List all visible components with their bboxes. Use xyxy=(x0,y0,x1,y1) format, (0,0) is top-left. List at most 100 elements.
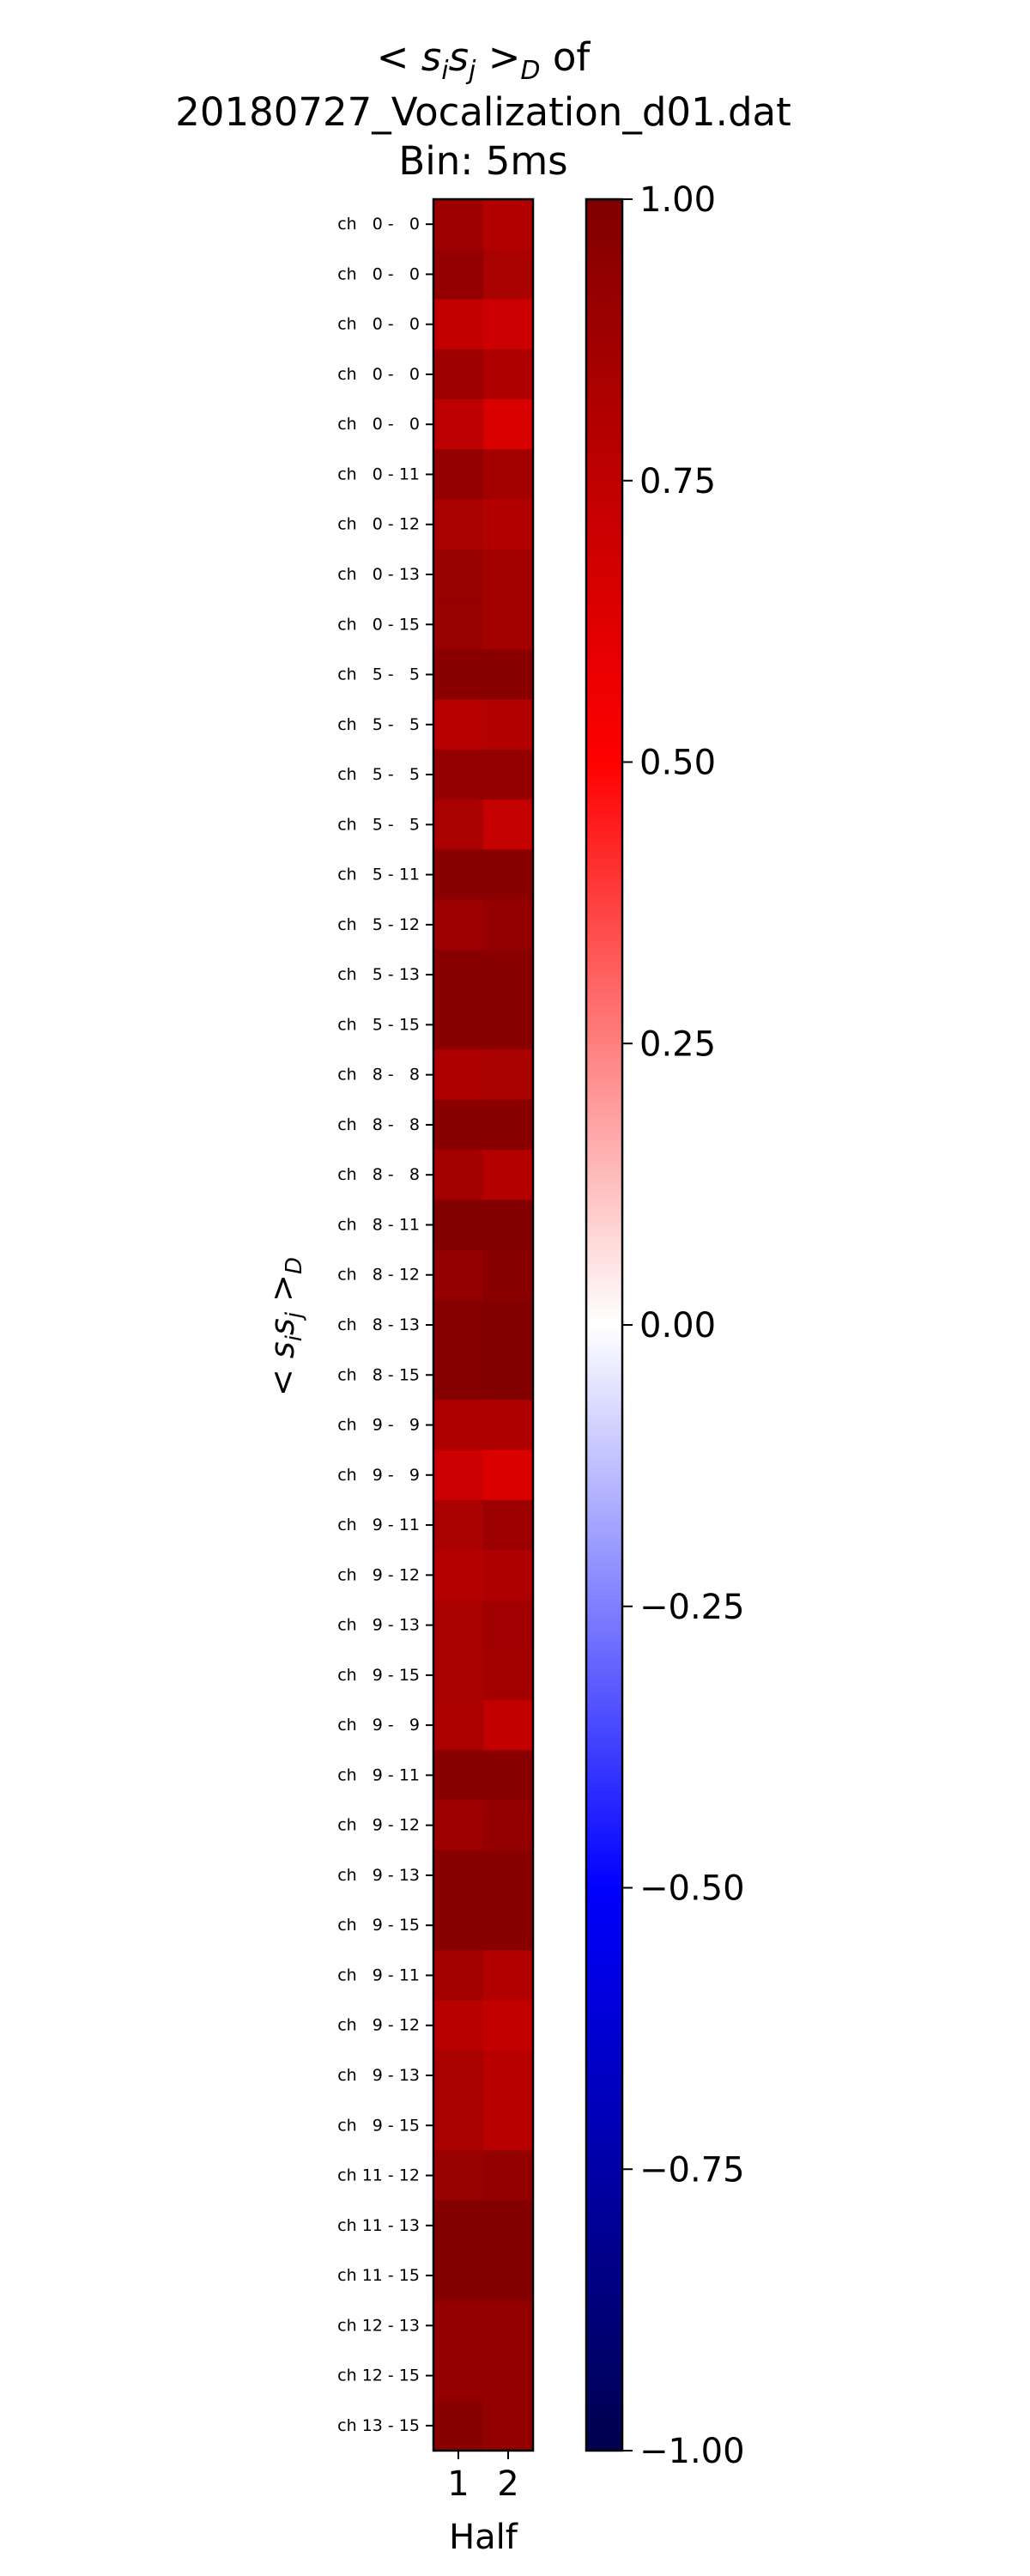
y-tick-label: ch 8 - 12 xyxy=(337,1266,420,1285)
y-axis-label: < sisj >D xyxy=(264,1257,307,1396)
heatmap-cell xyxy=(433,499,484,550)
colorbar-tick-label: 0.50 xyxy=(639,744,716,783)
heatmap-cell xyxy=(433,1049,484,1101)
y-tick-label: ch 0 - 13 xyxy=(337,565,420,584)
heatmap-cell xyxy=(433,1850,484,1901)
colorbar-tick-label: −0.50 xyxy=(639,1869,745,1909)
y-tick-label: ch 9 - 12 xyxy=(337,1816,420,1835)
y-tick-label: ch 5 - 11 xyxy=(337,866,420,884)
heatmap-cell xyxy=(483,2400,534,2451)
heatmap-cell xyxy=(483,2100,534,2151)
y-tick-label: ch 5 - 13 xyxy=(337,965,420,984)
heatmap-cell xyxy=(483,599,534,650)
heatmap-cell xyxy=(483,899,534,951)
heatmap-cell xyxy=(483,1800,534,1851)
heatmap-cell xyxy=(433,849,484,901)
heatmap-cell xyxy=(433,799,484,851)
y-tick-label: ch 9 - 11 xyxy=(337,1765,420,1784)
colorbar xyxy=(585,197,624,2452)
heatmap-cell xyxy=(433,399,484,450)
y-tick-label: ch 8 - 8 xyxy=(337,1165,420,1184)
heatmap-cell xyxy=(433,549,484,600)
heatmap-cell xyxy=(433,1449,484,1501)
colorbar-tick-label: −1.00 xyxy=(639,2432,745,2471)
y-tick-label: ch 0 - 0 xyxy=(337,315,420,334)
heatmap-cell xyxy=(483,1299,534,1351)
x-tick-label: 1 xyxy=(447,2464,469,2504)
colorbar-tick-label: −0.75 xyxy=(639,2150,745,2190)
chart-title-line3: Bin: 5ms xyxy=(398,138,567,184)
heatmap-cell xyxy=(483,2050,534,2101)
heatmap-cell xyxy=(433,599,484,650)
y-tick-label: ch 11 - 13 xyxy=(337,2216,420,2235)
heatmap-cell xyxy=(433,2100,484,2151)
heatmap-cell xyxy=(433,1800,484,1851)
heatmap-cell xyxy=(433,749,484,800)
heatmap-cell xyxy=(433,1249,484,1301)
y-tick-label: ch 9 - 15 xyxy=(337,1916,420,1935)
heatmap-cell xyxy=(483,1550,534,1601)
heatmap-cell xyxy=(483,2350,534,2402)
y-tick-label: ch 9 - 12 xyxy=(337,1565,420,1584)
heatmap-cell xyxy=(433,2050,484,2101)
y-tick-label: ch 12 - 15 xyxy=(337,2366,420,2385)
chart-title-line1: < sisj >D of xyxy=(377,34,591,86)
x-tick-label: 2 xyxy=(497,2464,518,2504)
y-tick-label: ch 13 - 15 xyxy=(337,2416,420,2435)
heatmap-cell xyxy=(483,749,534,800)
y-tick-label: ch 9 - 11 xyxy=(337,1516,420,1534)
heatmap-cell xyxy=(433,2200,484,2251)
heatmap-cell xyxy=(433,1499,484,1551)
heatmap-cell xyxy=(433,1150,484,1200)
y-tick-label: ch 8 - 8 xyxy=(337,1066,420,1084)
heatmap-cell xyxy=(433,1750,484,1801)
heatmap-cell xyxy=(433,1350,484,1400)
y-tick-label: ch 0 - 0 xyxy=(337,365,420,384)
heatmap-cell xyxy=(483,199,534,250)
heatmap-cell xyxy=(483,2300,534,2352)
heatmap-cell xyxy=(483,2150,534,2202)
heatmap-cell xyxy=(483,349,534,400)
heatmap-cell xyxy=(483,2250,534,2301)
heatmap-cell xyxy=(433,349,484,400)
y-tick-label: ch 9 - 9 xyxy=(337,1466,420,1485)
heatmap-cell xyxy=(433,199,484,250)
y-tick-label: ch 11 - 15 xyxy=(337,2266,420,2285)
heatmap-cell xyxy=(433,2150,484,2202)
y-tick-label: ch 12 - 13 xyxy=(337,2316,420,2335)
y-tick-label: ch 9 - 12 xyxy=(337,2016,420,2035)
y-tick-label: ch 9 - 13 xyxy=(337,1866,420,1885)
heatmap-cell xyxy=(433,1400,484,1451)
heatmap-cell xyxy=(433,2300,484,2352)
heatmap-cell xyxy=(483,499,534,550)
heatmap-cell xyxy=(433,2350,484,2402)
heatmap-cell xyxy=(433,999,484,1051)
heatmap-cell xyxy=(483,1600,534,1651)
heatmap-cell xyxy=(433,449,484,501)
y-tick-label: ch 8 - 8 xyxy=(337,1115,420,1134)
heatmap-cell xyxy=(433,1200,484,1251)
heatmap-cell xyxy=(433,299,484,350)
colorbar-tick-label: 0.00 xyxy=(639,1306,716,1346)
y-tick-label: ch 8 - 11 xyxy=(337,1215,420,1234)
heatmap-cell xyxy=(483,1649,534,1701)
y-tick-label: ch 5 - 5 xyxy=(337,815,420,834)
heatmap-cell xyxy=(433,1550,484,1601)
heatmap-cell xyxy=(433,1900,484,1951)
x-axis-label: Half xyxy=(449,2518,518,2557)
y-axis-ticks: ch 0 - 0 ch 0 - 0 ch 0 - 0 ch 0 - 0 ch 0 - 0… xyxy=(337,215,433,2435)
y-tick-label: ch 8 - 13 xyxy=(337,1315,420,1334)
heatmap-cell xyxy=(433,950,484,1000)
chart-title-line2: 20180727_Vocalization_d01.dat xyxy=(175,89,791,135)
heatmap-cell xyxy=(483,549,534,600)
heatmap-cell xyxy=(483,2200,534,2251)
y-tick-label: ch 5 - 5 xyxy=(337,665,420,684)
y-tick-label: ch 9 - 9 xyxy=(337,1416,420,1435)
heatmap-cell xyxy=(483,449,534,501)
colorbar-tick-label: 1.00 xyxy=(639,180,716,220)
y-tick-label: ch 5 - 15 xyxy=(337,1015,420,1034)
heatmap-cell xyxy=(483,1400,534,1451)
y-tick-label: ch 9 - 9 xyxy=(337,1716,420,1735)
heatmap-cell xyxy=(433,1700,484,1751)
